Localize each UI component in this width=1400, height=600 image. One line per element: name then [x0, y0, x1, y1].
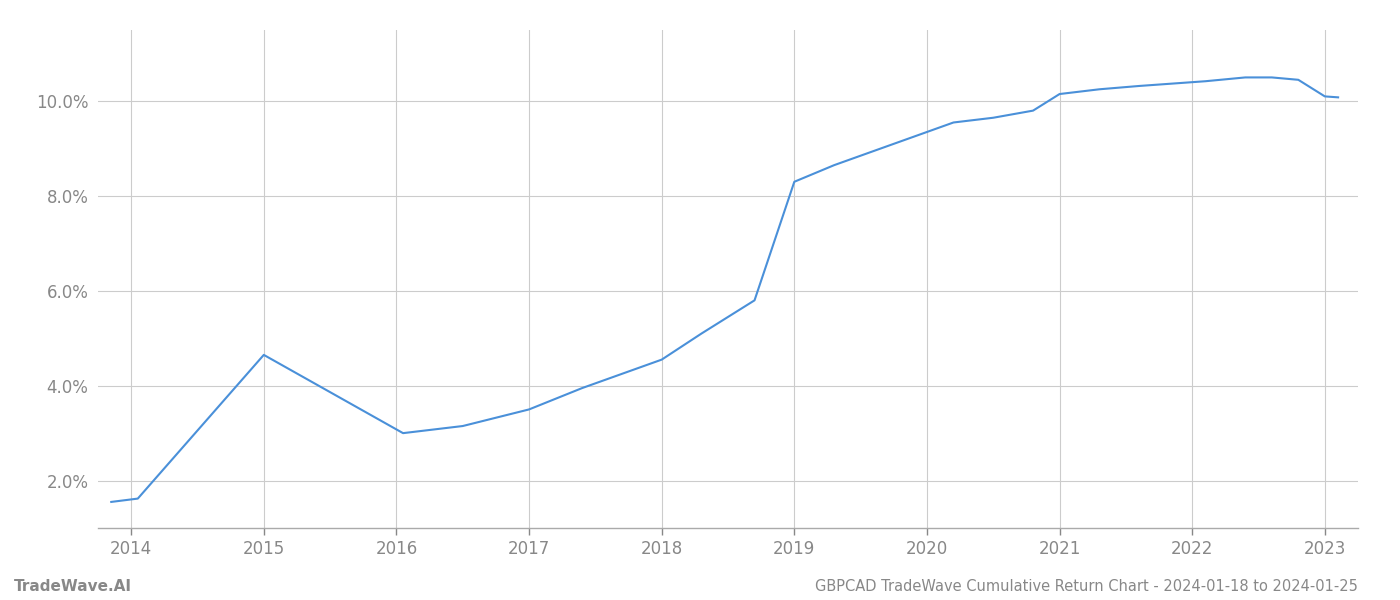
Text: GBPCAD TradeWave Cumulative Return Chart - 2024-01-18 to 2024-01-25: GBPCAD TradeWave Cumulative Return Chart… [815, 579, 1358, 594]
Text: TradeWave.AI: TradeWave.AI [14, 579, 132, 594]
